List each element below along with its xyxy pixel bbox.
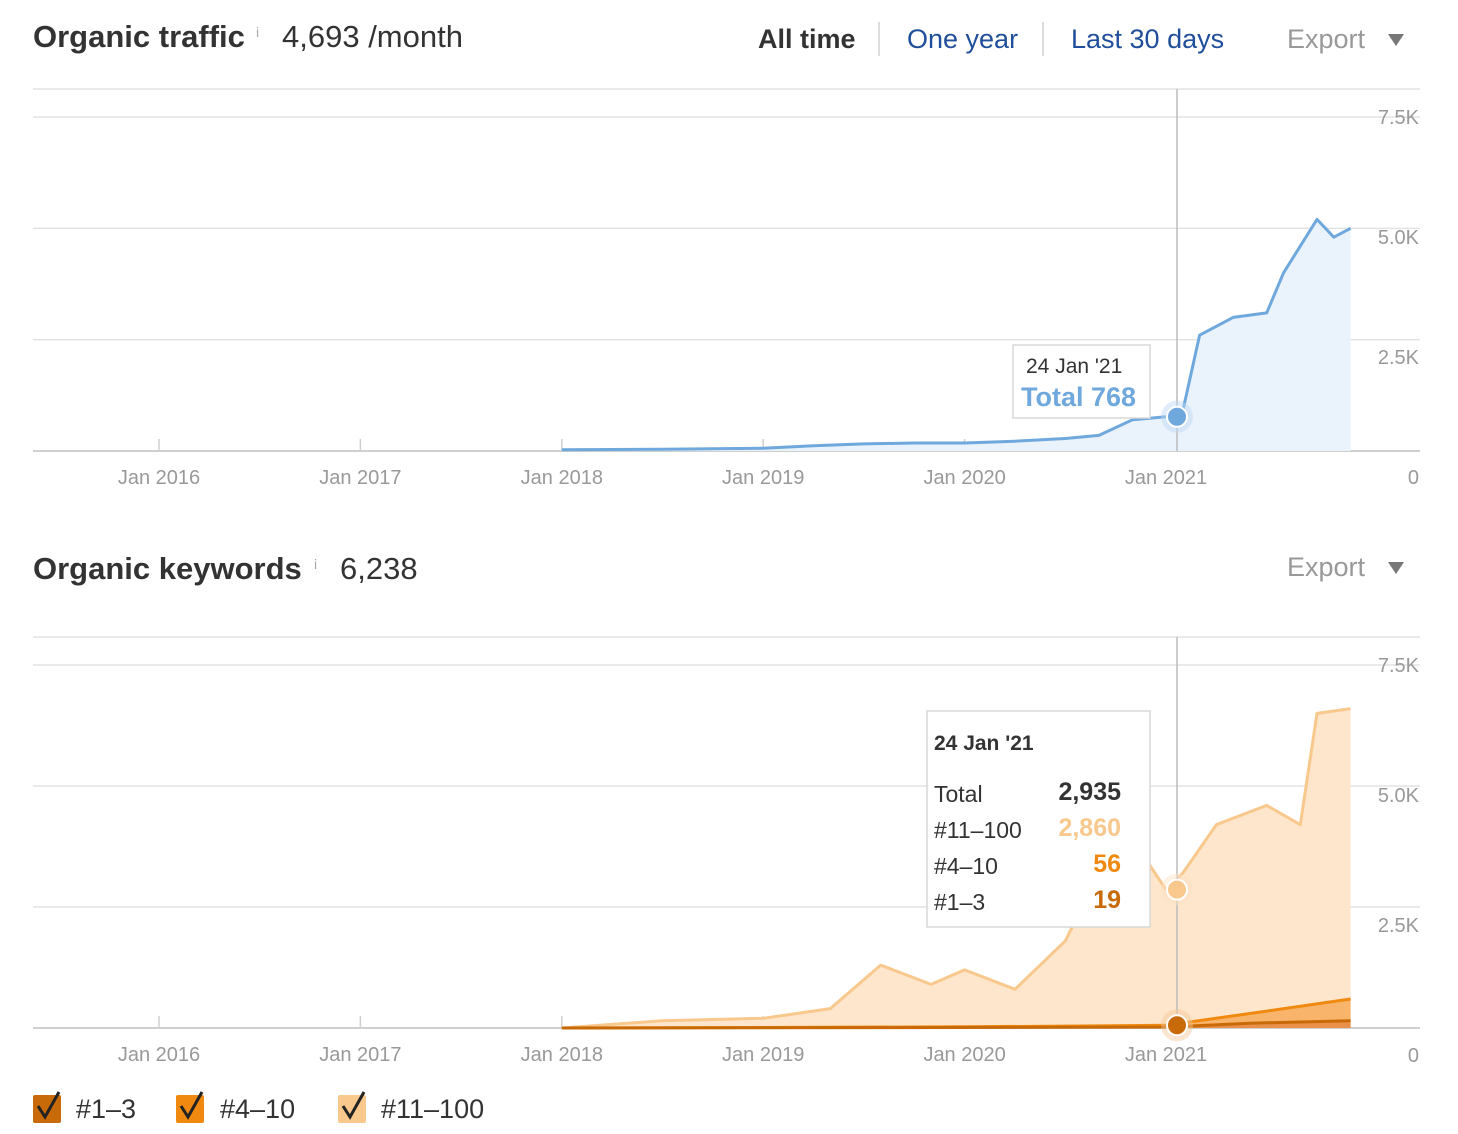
traffic-info-icon[interactable]: i bbox=[256, 24, 259, 40]
x-tick-label: Jan 2017 bbox=[319, 1044, 401, 1066]
y-tick-label: 7.5K bbox=[1378, 107, 1420, 129]
legend-item-11-100[interactable]: #11–100 bbox=[338, 1091, 484, 1124]
legend-label: #1–3 bbox=[76, 1094, 136, 1124]
legend-checkbox-1-3[interactable] bbox=[33, 1095, 61, 1123]
keywords-tooltip-1-3-value: 19 bbox=[1093, 886, 1121, 914]
legend-checkbox-11-100[interactable] bbox=[338, 1095, 366, 1123]
series-line-0 bbox=[561, 217, 1352, 452]
filter-last-30-days[interactable]: Last 30 days bbox=[1071, 24, 1224, 54]
keywords-export-button[interactable]: Export bbox=[1287, 552, 1366, 582]
y-tick-label: 2.5K bbox=[1378, 915, 1420, 937]
filter-all-time[interactable]: All time bbox=[758, 24, 856, 54]
hover-marker-0 bbox=[1166, 405, 1188, 428]
y-tick-label: 2.5K bbox=[1378, 347, 1420, 369]
hover-marker-1 bbox=[1166, 1014, 1188, 1037]
legend-item-1-3[interactable]: #1–3 bbox=[33, 1091, 136, 1124]
series-area-0 bbox=[561, 219, 1351, 451]
y-tick-label: 0 bbox=[1408, 1045, 1419, 1067]
y-tick-label: 7.5K bbox=[1378, 655, 1420, 677]
y-tick-label: 5.0K bbox=[1378, 227, 1420, 249]
traffic-export-button[interactable]: Export bbox=[1287, 24, 1366, 54]
legend-checkbox-4-10[interactable] bbox=[176, 1095, 204, 1123]
chevron-down-icon[interactable] bbox=[1388, 34, 1404, 46]
keywords-tooltip-total-value: 2,935 bbox=[1058, 778, 1121, 806]
checkmark-icon bbox=[179, 1091, 204, 1120]
y-tick-label: 0 bbox=[1408, 467, 1419, 489]
checkmark-icon bbox=[341, 1091, 366, 1120]
keywords-tooltip: 24 Jan '21 Total 2,935 #11–100 2,860 #4–… bbox=[926, 710, 1151, 928]
x-tick-label: Jan 2017 bbox=[319, 467, 401, 489]
x-tick-label: Jan 2016 bbox=[118, 1044, 200, 1066]
legend-item-4-10[interactable]: #4–10 bbox=[176, 1091, 295, 1124]
traffic-tooltip-total: Total 768 bbox=[1021, 382, 1136, 412]
legend-label: #4–10 bbox=[220, 1094, 295, 1124]
x-tick-label: Jan 2018 bbox=[521, 1044, 603, 1066]
checkmark-icon bbox=[36, 1091, 61, 1120]
keywords-tooltip-11-100-label: #11–100 bbox=[934, 817, 1022, 843]
traffic-chart: 0 2.5K 5.0K 7.5K Jan 2016 Jan 2017 Jan 2018 Jan… bbox=[33, 88, 1420, 489]
keywords-chart: 0 2.5K 5.0K 7.5K Jan 2016 Jan 2017 Jan 2018 Jan… bbox=[33, 636, 1420, 1067]
keywords-title: Organic keywords bbox=[33, 551, 302, 586]
hover-marker-0 bbox=[1166, 878, 1188, 901]
keywords-tooltip-4-10-value: 56 bbox=[1093, 850, 1121, 878]
keywords-tooltip-total-label: Total bbox=[934, 781, 983, 807]
keywords-tooltip-1-3-label: #1–3 bbox=[934, 889, 985, 915]
series-line-2 bbox=[561, 1019, 1351, 1030]
traffic-tooltip-date: 24 Jan '21 bbox=[1026, 355, 1122, 378]
series-area-2 bbox=[561, 1020, 1351, 1028]
traffic-title: Organic traffic bbox=[33, 19, 245, 54]
x-tick-label: Jan 2016 bbox=[118, 467, 200, 489]
x-tick-label: Jan 2018 bbox=[521, 467, 603, 489]
legend-label: #11–100 bbox=[381, 1094, 484, 1124]
x-tick-label: Jan 2021 bbox=[1125, 1044, 1207, 1066]
filter-one-year[interactable]: One year bbox=[907, 24, 1018, 54]
traffic-tooltip: 24 Jan '21 Total 768 bbox=[1012, 344, 1151, 419]
keywords-tooltip-date: 24 Jan '21 bbox=[934, 732, 1034, 755]
x-tick-label: Jan 2021 bbox=[1125, 467, 1207, 489]
keywords-info-icon[interactable]: i bbox=[314, 556, 317, 572]
series-area-0 bbox=[561, 708, 1351, 1028]
x-tick-label: Jan 2020 bbox=[923, 467, 1005, 489]
keywords-tooltip-11-100-value: 2,860 bbox=[1058, 814, 1121, 842]
x-tick-label: Jan 2019 bbox=[722, 1044, 804, 1066]
keywords-value: 6,238 bbox=[340, 551, 418, 586]
keywords-tooltip-4-10-label: #4–10 bbox=[934, 853, 998, 879]
chevron-down-icon[interactable] bbox=[1388, 562, 1404, 574]
x-tick-label: Jan 2019 bbox=[722, 467, 804, 489]
x-tick-label: Jan 2020 bbox=[923, 1044, 1005, 1066]
traffic-value: 4,693 /month bbox=[282, 19, 463, 54]
y-tick-label: 5.0K bbox=[1378, 785, 1420, 807]
